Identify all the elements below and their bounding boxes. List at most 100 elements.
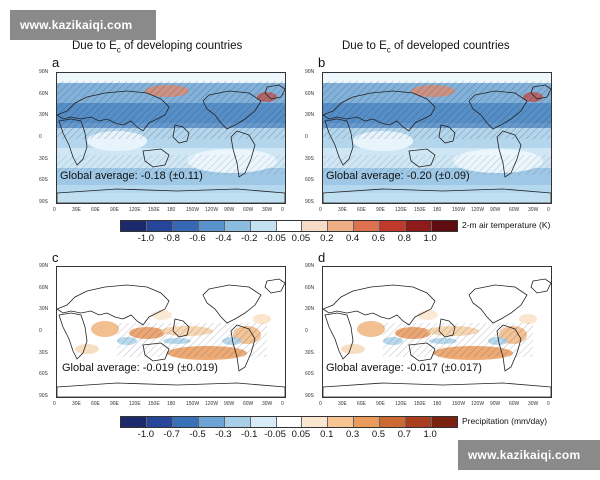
watermark-top: www.kazikaiqi.com [10,10,156,40]
lon-tick-c-1: 30E [72,401,81,407]
lat-tick-d-5: 60S [305,371,314,378]
temperature-colorbar-label-10: 0.8 [397,233,411,244]
lon-tick-a-12: 0 [281,207,284,213]
lat-tick-b-5: 60S [305,177,314,184]
temperature-map-developed [322,72,552,204]
precipitation-colorbar [120,416,458,428]
lat-tick-c-5: 60S [39,371,48,378]
temperature-colorbar-swatch-1 [146,221,173,231]
lon-tick-b-6: 180 [433,207,442,213]
lon-tick-a-6: 180 [167,207,176,213]
watermark-bottom: www.kazikaiqi.com [458,440,600,470]
precipitation-colorbar-swatch-5 [250,417,277,427]
lat-tick-b-3: 0 [305,134,308,140]
lon-tick-a-9: 90W [224,207,235,213]
column-title-developed: Due to Ec of developed countries [342,40,510,55]
temperature-colorbar-label-9: 0.6 [371,233,386,244]
precipitation-map-developed [322,266,552,398]
lat-tick-c-0: 90N [39,263,49,269]
lon-tick-c-2: 60E [91,401,100,407]
column-title-developing: Due to Ec of developing countries [72,40,243,55]
lon-tick-a-2: 60E [91,207,100,213]
lat-tick-c-6: 90S [39,393,48,399]
precipitation-colorbar-swatch-0 [121,417,147,427]
lon-tick-d-5: 150E [414,401,426,407]
lat-tick-a-1: 60N [39,90,49,97]
precipitation-colorbar-unit: Precipitation (mm/day) [462,416,548,426]
lon-tick-c-6: 180 [167,401,176,407]
lon-tick-d-8: 120W [471,401,485,407]
temperature-colorbar-label-11: 1.0 [423,233,437,244]
lon-tick-a-11: 30W [262,207,273,213]
lon-tick-d-1: 30E [338,401,347,407]
lon-tick-a-4: 120E [129,207,141,213]
lat-tick-d-1: 60N [305,284,315,291]
lon-tick-d-6: 180 [433,401,442,407]
precipitation-colorbar-label-10: 0.7 [397,429,411,440]
temperature-colorbar-label-8: 0.4 [346,233,360,244]
precipitation-colorbar-label-2: -0.5 [189,429,206,440]
global-average-d: Global average: -0.017 (±0.017) [326,362,482,374]
lat-tick-a-5: 60S [39,177,48,184]
precipitation-colorbar-swatch-12 [432,417,457,427]
lat-tick-a-0: 90N [39,69,49,75]
lon-tick-a-8: 120W [205,207,219,213]
global-average-b: Global average: -0.20 (±0.09) [326,170,470,182]
lon-tick-b-0: 0 [319,207,322,213]
lon-tick-c-4: 120E [129,401,141,407]
lon-tick-a-7: 150W [186,207,200,213]
lon-tick-b-3: 90E [376,207,385,213]
lat-tick-b-0: 90N [305,69,315,75]
lon-tick-c-9: 90W [224,401,235,407]
temperature-colorbar-label-2: -0.6 [189,233,206,244]
precipitation-colorbar-swatch-9 [354,417,381,427]
global-average-a: Global average: -0.18 (±0.11) [60,170,203,182]
temperature-colorbar-label-3: -0.4 [215,233,232,244]
temperature-map-developing [56,72,286,204]
temperature-colorbar-label-6: 0.05 [291,233,311,244]
panel-letter-d: d [318,250,326,265]
precipitation-colorbar-label-11: 1.0 [423,429,437,440]
temperature-colorbar-swatch-7 [302,221,329,231]
lat-tick-c-1: 60N [39,284,49,291]
lat-tick-a-6: 90S [39,199,48,205]
temperature-colorbar-swatch-4 [224,221,251,231]
lon-tick-b-8: 120W [471,207,485,213]
lat-tick-b-1: 60N [305,90,315,97]
temperature-colorbar-swatch-11 [406,221,433,231]
temperature-colorbar-label-0: -1.0 [137,233,155,244]
precipitation-colorbar-swatch-3 [198,417,225,427]
precipitation-colorbar-swatch-4 [224,417,251,427]
precipitation-colorbar-label-5: -0.05 [264,429,286,440]
panel-letter-a: a [52,55,60,70]
temperature-colorbar-swatch-10 [380,221,407,231]
lon-tick-d-9: 90W [490,401,501,407]
lon-tick-a-10: 60W [243,207,254,213]
lon-tick-c-5: 150E [148,401,160,407]
precipitation-colorbar-swatch-11 [406,417,433,427]
lon-tick-a-1: 30E [72,207,81,213]
panel-letter-c: c [52,250,59,265]
lat-tick-d-2: 30N [305,306,315,313]
temperature-colorbar [120,220,458,232]
lon-tick-b-1: 30E [338,207,347,213]
lat-tick-d-0: 90N [305,263,315,269]
lon-tick-d-2: 60E [357,401,366,407]
lon-tick-b-10: 60W [509,207,520,213]
lon-tick-a-0: 0 [53,207,56,213]
temperature-colorbar-swatch-6 [276,221,303,231]
lon-tick-c-7: 150W [186,401,200,407]
lon-tick-c-3: 90E [110,401,119,407]
lat-tick-b-6: 90S [305,199,314,205]
temperature-colorbar-label-4: -0.2 [241,233,258,244]
precipitation-colorbar-swatch-2 [172,417,199,427]
temperature-colorbar-label-5: -0.05 [264,233,286,244]
precipitation-colorbar-label-8: 0.3 [346,429,360,440]
lat-tick-d-6: 90S [305,393,314,399]
lat-tick-a-4: 30S [39,155,48,162]
lon-tick-d-12: 0 [547,401,550,407]
precipitation-map-developing [56,266,286,398]
lon-tick-d-11: 30W [528,401,539,407]
lat-tick-a-2: 30N [39,112,49,119]
precipitation-colorbar-swatch-10 [380,417,407,427]
